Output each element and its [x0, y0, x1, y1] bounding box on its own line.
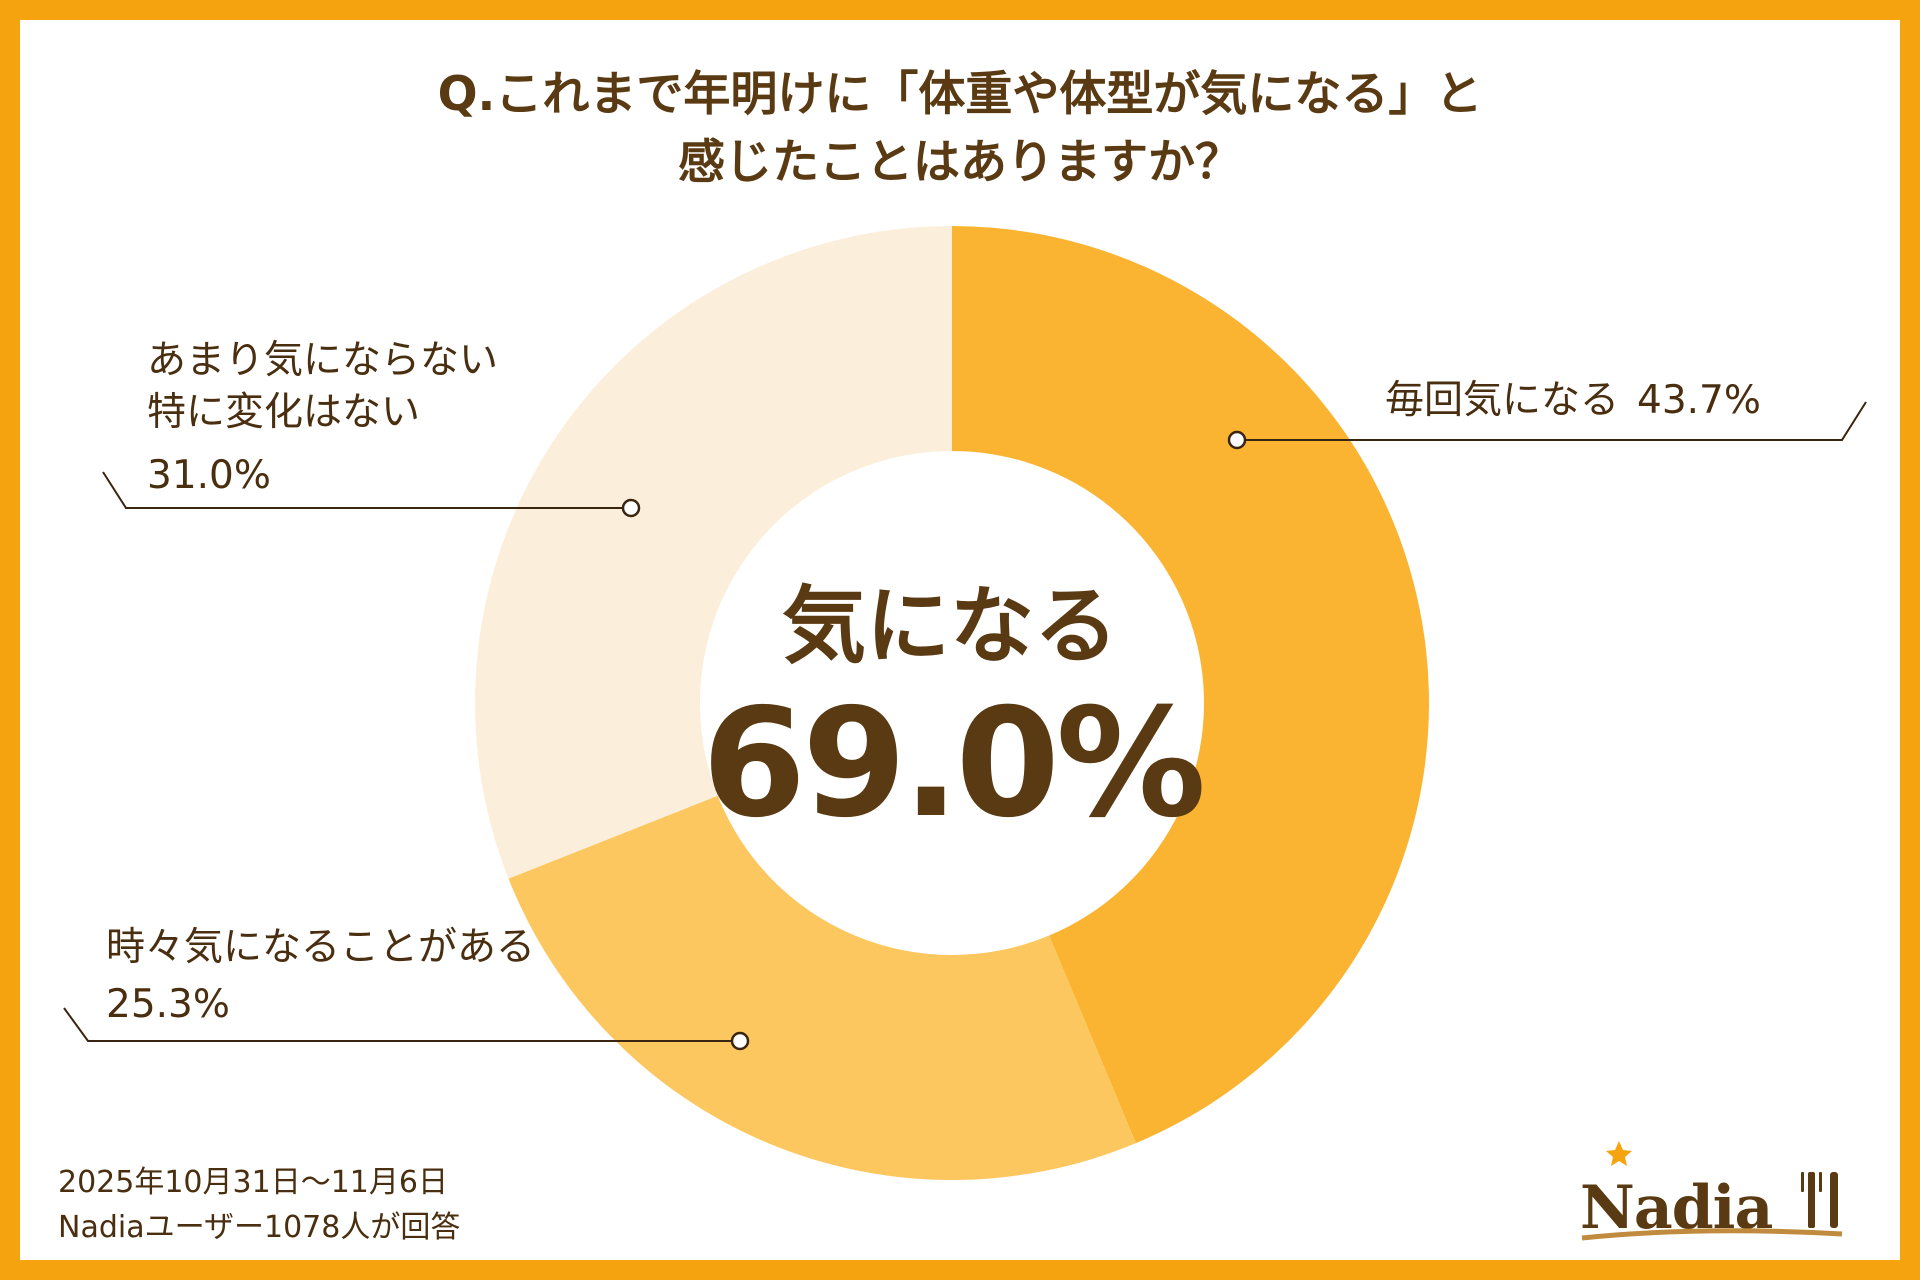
- slice1-name: 毎回気になる: [1385, 378, 1619, 423]
- leader-dots: [621, 430, 1247, 1051]
- nadia-logo: Nadia: [1580, 1141, 1843, 1243]
- slice3-value: 31.0%: [147, 453, 271, 498]
- slice2-label-line1: 時々気になることがある: [106, 925, 535, 970]
- leader-line-slice2: [63, 1007, 740, 1042]
- slice3-label-line2: 特に変化はない: [147, 390, 420, 435]
- slice3-label-line1: あまり気にならない: [147, 338, 498, 383]
- logo-underline: [1581, 1228, 1843, 1241]
- chart-title-line1: Q.これまで年明けに「体重や体型が気になる」と: [438, 67, 1483, 122]
- leader-dot-slice3: [621, 498, 641, 518]
- donut-slice-sometimes: [508, 795, 1136, 1180]
- slice1-value: 43.7%: [1637, 378, 1761, 423]
- center-value: 69.0%: [702, 677, 1202, 851]
- center-label: 気になる: [782, 577, 1118, 675]
- flower-icon: [1606, 1141, 1632, 1166]
- leader-dot-slice1: [1227, 430, 1247, 450]
- slice2-value: 25.3%: [106, 982, 230, 1027]
- survey-respondents: Nadiaユーザー1078人が回答: [58, 1210, 460, 1245]
- donut-slices: [474, 226, 1430, 1180]
- donut-slice-every-time: [952, 226, 1430, 1144]
- leader-lines: [63, 401, 1867, 1042]
- fork-knife-icon: [1801, 1172, 1838, 1228]
- leader-line-slice1: [1237, 401, 1867, 441]
- leader-line-slice3: [102, 471, 631, 509]
- leader-dot-slice2: [730, 1031, 750, 1051]
- survey-date: 2025年10月31日〜11月6日: [58, 1165, 448, 1200]
- chart-title-line2: 感じたことはありますか？: [678, 135, 1242, 190]
- slice1-label: 毎回気になる 43.7%: [1385, 378, 1761, 423]
- donut-slice-not-much: [474, 226, 952, 879]
